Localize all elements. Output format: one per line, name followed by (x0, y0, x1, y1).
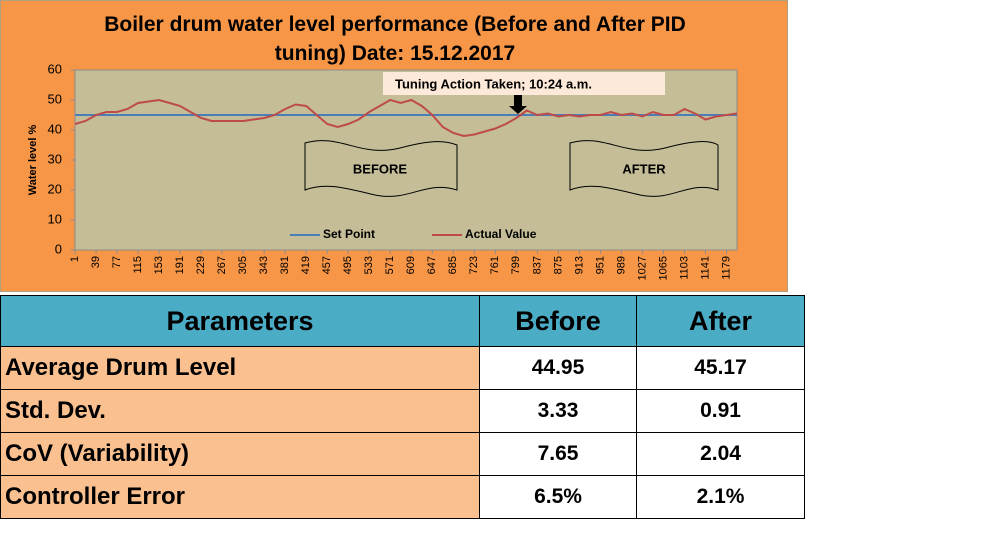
value-cell: 2.1% (636, 475, 805, 519)
y-tick-label: 10 (48, 211, 62, 226)
x-tick-label: 533 (363, 256, 375, 274)
x-tick-label: 1065 (657, 256, 669, 280)
y-axis-label: Water level % (27, 125, 39, 196)
y-tick-label: 60 (48, 61, 62, 76)
x-tick-label: 989 (615, 256, 627, 274)
x-tick-label: 419 (300, 256, 312, 274)
x-tick-label: 457 (321, 256, 333, 274)
value-cell: 2.04 (636, 432, 805, 476)
x-tick-label: 685 (447, 256, 459, 274)
x-tick-label: 495 (342, 256, 354, 274)
x-tick-label: 77 (111, 256, 123, 268)
table-row: CoV (Variability) 7.65 2.04 (0, 432, 805, 476)
value-cell: 6.5% (479, 475, 637, 519)
results-table: Parameters Before After Average Drum Lev… (0, 295, 805, 519)
chart: Water level % Tuning Action Taken; 10:24… (0, 0, 788, 292)
y-tick-label: 50 (48, 91, 62, 106)
arrow (509, 95, 527, 114)
x-tick-label: 115 (132, 256, 144, 274)
value-cell: 45.17 (636, 346, 805, 390)
x-tick-label: 609 (405, 256, 417, 274)
x-tick-label: 1 (69, 256, 81, 262)
y-tick-label: 0 (55, 241, 62, 256)
y-tick-label: 30 (48, 151, 62, 166)
header-cell: After (636, 295, 805, 347)
x-tick-label: 875 (552, 256, 564, 274)
x-tick-label: 1179 (720, 256, 732, 280)
plot-area (74, 69, 738, 251)
y-tick-label: 20 (48, 181, 62, 196)
value-cell: 0.91 (636, 389, 805, 433)
x-tick-label: 723 (468, 256, 480, 274)
x-tick-label: 153 (153, 256, 165, 274)
y-tick-label: 40 (48, 121, 62, 136)
legend-label: Actual Value (465, 227, 537, 241)
x-tick-label: 1141 (699, 256, 711, 280)
table-row: Std. Dev. 3.33 0.91 (0, 389, 805, 433)
annotation: AFTER (622, 161, 666, 176)
header-cell: Before (479, 295, 637, 347)
series-line (74, 98, 738, 138)
annotation-box (383, 72, 665, 95)
x-tick-label: 39 (90, 256, 102, 268)
banner (569, 140, 719, 197)
x-tick-label: 381 (279, 256, 291, 274)
header-row: Parameters Before After (0, 295, 805, 347)
row-label: Average Drum Level (0, 346, 480, 390)
x-tick-label: 343 (258, 256, 270, 274)
row-label: Std. Dev. (0, 389, 480, 433)
x-tick-label: 951 (594, 256, 606, 274)
value-cell: 44.95 (479, 346, 637, 390)
x-tick-label: 229 (195, 256, 207, 274)
x-tick-label: 913 (573, 256, 585, 274)
value-cell: 3.33 (479, 389, 637, 433)
annotation: Tuning Action Taken; 10:24 a.m. (395, 76, 592, 91)
row-label: Controller Error (0, 475, 480, 519)
legend-label: Set Point (323, 227, 375, 241)
chart-title: Boiler drum water level performance (Bef… (104, 13, 686, 65)
x-tick-label: 1027 (636, 256, 648, 280)
table-row: Controller Error 6.5% 2.1% (0, 475, 805, 519)
x-tick-label: 799 (510, 256, 522, 274)
annotation: BEFORE (353, 161, 408, 176)
header-cell: Parameters (0, 295, 480, 347)
x-tick-label: 571 (384, 256, 396, 274)
x-tick-label: 1103 (678, 256, 690, 280)
row-label: CoV (Variability) (0, 432, 480, 476)
x-tick-label: 837 (531, 256, 543, 274)
x-tick-label: 305 (237, 256, 249, 274)
banner (304, 140, 458, 197)
table-row: Average Drum Level 44.95 45.17 (0, 346, 805, 390)
x-tick-label: 647 (426, 256, 438, 274)
x-tick-label: 761 (489, 256, 501, 274)
x-tick-label: 191 (174, 256, 186, 274)
value-cell: 7.65 (479, 432, 637, 476)
x-tick-label: 267 (216, 256, 228, 274)
